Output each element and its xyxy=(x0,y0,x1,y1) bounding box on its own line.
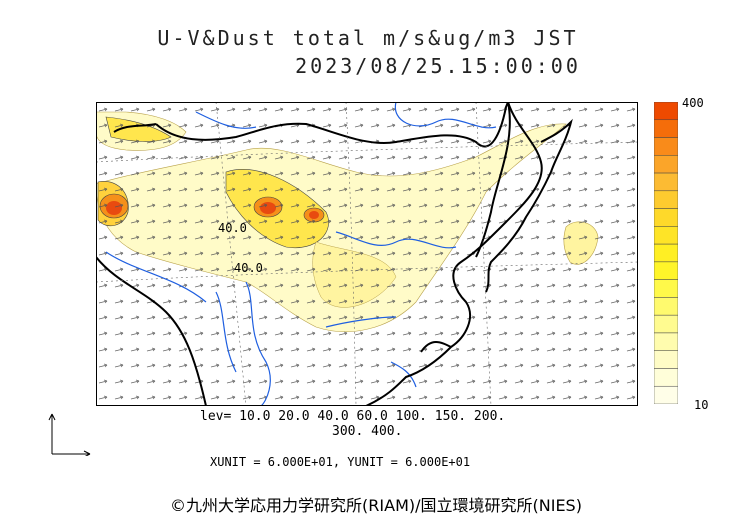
colorbar-cell xyxy=(654,368,678,387)
colorbar-max-label: 400 xyxy=(682,96,704,110)
vector-units: XUNIT = 6.000E+01, YUNIT = 6.000E+01 xyxy=(210,455,471,469)
map-frame xyxy=(96,102,638,406)
contour-label: 40.0 xyxy=(234,261,263,275)
colorbar-cell xyxy=(654,243,678,263)
colorbar-cell xyxy=(654,190,678,209)
reference-vector-icon xyxy=(48,413,91,456)
colorbar-cell xyxy=(654,261,678,280)
rivers xyxy=(105,102,497,406)
colorbar-min-label: 10 xyxy=(694,398,709,412)
colorbar-cell xyxy=(654,172,678,192)
chart-title: U-V&Dust total m/s&ug/m3 JST xyxy=(157,26,579,50)
colorbar-cell xyxy=(654,155,678,174)
wind-vector-field xyxy=(96,102,638,406)
forecast-timestamp: 2023/08/25.15:00:00 xyxy=(295,54,581,78)
color-scale-bar xyxy=(654,102,678,404)
colorbar-cell xyxy=(654,297,678,316)
contour-levels: lev= 10.0 20.0 40.0 60.0 100. 150. 200. xyxy=(200,409,506,424)
dotted-grid xyxy=(96,102,638,406)
colorbar-cell xyxy=(654,119,678,138)
contour-levels-continued: 300. 400. xyxy=(332,424,403,439)
dust-forecast-map: 40.0 40.0 xyxy=(96,102,638,406)
colorbar-cell xyxy=(654,226,678,245)
colorbar-cell xyxy=(654,208,678,227)
colorbar-cell xyxy=(654,314,678,334)
contour-label: 40.0 xyxy=(218,221,247,235)
copyright-notice: ©九州大学応用力学研究所(RIAM)/国立環境研究所(NIES) xyxy=(170,496,582,515)
colorbar-cell xyxy=(654,350,678,369)
colorbar-cell xyxy=(654,332,678,351)
colorbar-cell xyxy=(654,279,678,298)
colorbar-cell xyxy=(654,385,678,404)
colorbar-cell xyxy=(654,137,678,156)
colorbar-cell xyxy=(654,102,678,121)
coastlines xyxy=(96,102,573,406)
